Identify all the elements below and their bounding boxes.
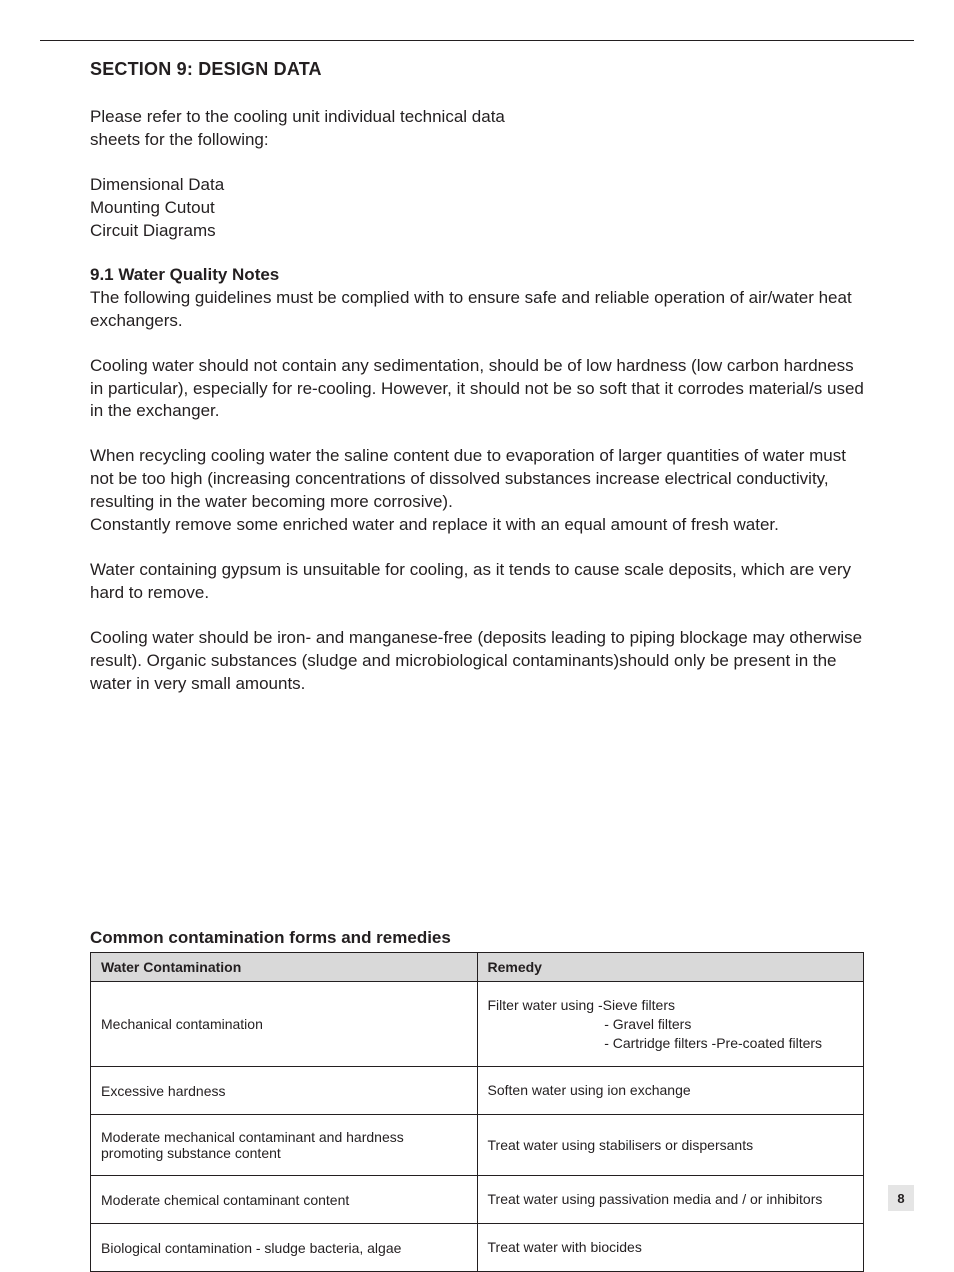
intro-item: Dimensional Data [90,174,864,197]
body-paragraph: Cooling water should not contain any sed… [90,355,864,424]
cell-contamination: Biological contamination - sludge bacter… [91,1224,478,1272]
intro-list: Dimensional Data Mounting Cutout Circuit… [90,174,864,243]
body-paragraph: The following guidelines must be complie… [90,287,864,333]
intro-block: Please refer to the cooling unit individ… [90,106,864,243]
remedy-line: Treat water using passivation media and … [488,1190,854,1209]
cell-remedy: Treat water using stabilisers or dispers… [477,1115,864,1176]
cell-contamination: Excessive hardness [91,1067,478,1115]
page: SECTION 9: DESIGN DATA Please refer to t… [0,0,954,1235]
cell-remedy: Filter water using -Sieve filters - Grav… [477,981,864,1067]
body-paragraph: Cooling water should be iron- and mangan… [90,627,864,696]
body-paragraph: Water containing gypsum is unsuitable fo… [90,559,864,605]
contamination-table-wrap: Water Contamination Remedy Mechanical co… [90,952,864,1272]
remedy-line: Filter water using -Sieve filters [488,996,854,1015]
table-row: Moderate chemical contaminant content Tr… [91,1176,864,1224]
spacer [90,718,864,928]
table-row: Biological contamination - sludge bacter… [91,1224,864,1272]
cell-remedy: Soften water using ion exchange [477,1067,864,1115]
table-header-row: Water Contamination Remedy [91,952,864,981]
intro-item: Circuit Diagrams [90,220,864,243]
subsection-heading: 9.1 Water Quality Notes [90,265,864,285]
contamination-table: Water Contamination Remedy Mechanical co… [90,952,864,1272]
cell-remedy: Treat water using passivation media and … [477,1176,864,1224]
body-paragraph-group: When recycling cooling water the saline … [90,445,864,537]
table-row: Excessive hardness Soften water using io… [91,1067,864,1115]
section-title: SECTION 9: DESIGN DATA [90,59,864,80]
cell-contamination: Moderate mechanical contaminant and hard… [91,1115,478,1176]
table-row: Mechanical contamination Filter water us… [91,981,864,1067]
remedy-line: Treat water using stabilisers or dispers… [488,1136,854,1155]
remedy-line: Treat water with biocides [488,1238,854,1257]
intro-item: Mounting Cutout [90,197,864,220]
table-caption: Common contamination forms and remedies [90,928,864,948]
remedy-line: Soften water using ion exchange [488,1081,854,1100]
cell-remedy: Treat water with biocides [477,1224,864,1272]
remedy-line: - Cartridge filters -Pre-coated filters [488,1034,854,1053]
body-paragraph: When recycling cooling water the saline … [90,445,864,514]
page-number: 8 [888,1185,914,1211]
cell-contamination: Mechanical contamination [91,981,478,1067]
content-area: SECTION 9: DESIGN DATA Please refer to t… [40,59,914,1272]
cell-contamination: Moderate chemical contaminant content [91,1176,478,1224]
col-header-remedy: Remedy [477,952,864,981]
table-row: Moderate mechanical contaminant and hard… [91,1115,864,1176]
col-header-contamination: Water Contamination [91,952,478,981]
intro-text: Please refer to the cooling unit individ… [90,106,550,152]
top-rule [40,40,914,41]
body-paragraph: Constantly remove some enriched water an… [90,514,864,537]
remedy-line: - Gravel filters [488,1015,854,1034]
